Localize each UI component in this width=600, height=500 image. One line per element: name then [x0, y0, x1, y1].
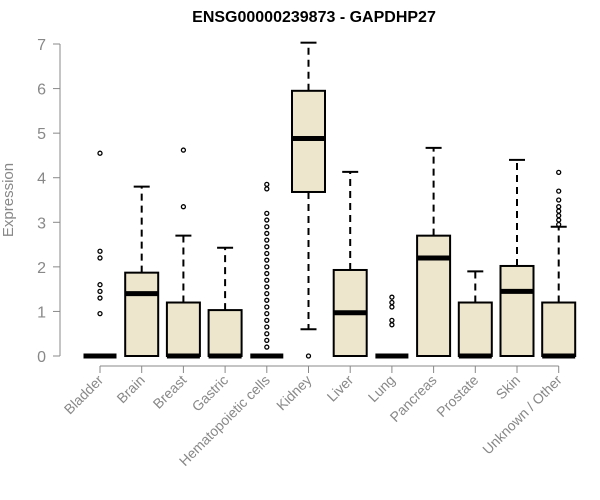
- outlier-point: [264, 264, 270, 270]
- outlier-point: [556, 221, 562, 228]
- x-tick-label: Skin: [493, 372, 524, 403]
- box-7: [375, 294, 409, 359]
- boxes-group: [83, 41, 577, 359]
- box-iqr: [541, 301, 577, 357]
- x-tick-label: Unknown / Other: [479, 372, 565, 458]
- outlier-point: [305, 353, 312, 359]
- outlier-point: [264, 217, 270, 223]
- outlier-point: [97, 295, 103, 301]
- x-tick-label: Kidney: [273, 372, 315, 414]
- box-3: [207, 246, 243, 359]
- outlier-point: [556, 212, 562, 219]
- outlier-point: [389, 304, 395, 310]
- outlier-point: [264, 224, 270, 230]
- outlier-point: [556, 204, 562, 210]
- outlier-point: [97, 150, 103, 156]
- outlier-point: [389, 294, 395, 300]
- outlier-point: [264, 324, 270, 330]
- y-tick-label: 0: [37, 349, 46, 366]
- x-tick-label: Lung: [365, 372, 398, 405]
- outlier-point: [264, 186, 270, 192]
- outlier-point: [264, 237, 270, 243]
- y-axis-label: Expression: [0, 163, 17, 237]
- y-tick-label: 1: [37, 304, 46, 321]
- y-axis: 0 1 2 3 4 5 6 7: [37, 37, 61, 366]
- outlier-point: [264, 250, 270, 257]
- outlier-point: [97, 282, 103, 288]
- box-iqr: [499, 264, 535, 357]
- x-tick-label: Breast: [150, 372, 190, 412]
- outlier-point: [180, 147, 187, 153]
- outlier-point: [97, 255, 103, 261]
- box-1: [124, 185, 160, 358]
- outlier-point: [264, 317, 270, 323]
- box-2: [165, 147, 201, 359]
- outlier-point: [389, 322, 395, 328]
- outlier-point: [264, 344, 270, 350]
- outlier-point: [264, 270, 270, 277]
- outlier-point: [97, 248, 103, 254]
- box-0: [83, 150, 117, 359]
- outlier-point: [264, 311, 270, 317]
- y-tick-label: 7: [37, 37, 46, 54]
- box-9: [457, 270, 493, 359]
- outlier-point: [264, 230, 270, 237]
- outlier-point: [97, 311, 103, 317]
- box-4: [250, 181, 284, 359]
- outlier-point: [556, 197, 562, 203]
- box-iqr: [165, 301, 201, 357]
- outlier-point: [264, 290, 270, 297]
- y-tick-label: 4: [37, 171, 46, 188]
- outlier-point: [264, 331, 270, 337]
- outlier-point: [389, 317, 395, 323]
- outlier-point: [264, 297, 270, 303]
- outlier-point: [389, 299, 395, 306]
- x-tick-label: Bladder: [61, 372, 107, 418]
- chart-title: ENSG00000239873 - GAPDHP27: [192, 9, 436, 26]
- box-iqr: [416, 234, 452, 357]
- outlier-point: [556, 217, 562, 223]
- box-6: [332, 170, 368, 357]
- y-tick-label: 6: [37, 82, 46, 99]
- outlier-point: [264, 244, 270, 250]
- outlier-point: [264, 277, 270, 283]
- box-11: [541, 169, 577, 359]
- outlier-point: [556, 208, 562, 214]
- outlier-point: [556, 169, 562, 176]
- box-8: [416, 146, 452, 357]
- outlier-point: [556, 188, 562, 194]
- y-tick-label: 5: [37, 126, 46, 143]
- outlier-point: [264, 337, 270, 344]
- box-iqr: [457, 301, 493, 357]
- outlier-point: [264, 210, 270, 217]
- outlier-point: [264, 181, 270, 188]
- box-iqr: [291, 89, 326, 193]
- y-tick-label: 2: [37, 260, 46, 277]
- box-5: [291, 41, 326, 359]
- outlier-point: [264, 304, 270, 310]
- box-iqr: [124, 271, 160, 358]
- outlier-point: [180, 204, 187, 210]
- y-tick-label: 3: [37, 215, 46, 232]
- x-tick-label: Brain: [113, 372, 147, 406]
- outlier-point: [97, 288, 103, 295]
- box-10: [499, 158, 535, 357]
- box-iqr: [207, 309, 243, 357]
- outlier-point: [264, 257, 270, 263]
- x-tick-label: Prostate: [433, 372, 481, 420]
- x-tick-label: Liver: [324, 372, 357, 405]
- outlier-point: [264, 284, 270, 290]
